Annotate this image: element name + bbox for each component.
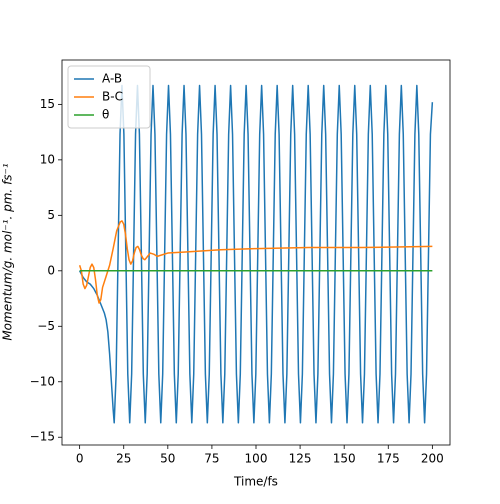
y-tick-label: 5 xyxy=(47,208,55,222)
axes-frame xyxy=(61,59,451,446)
series-line xyxy=(78,84,434,424)
y-tick-label: 0 xyxy=(47,263,55,277)
x-tick-label: 175 xyxy=(377,452,400,466)
y-tick-label: −5 xyxy=(37,319,55,333)
x-tick-label: 75 xyxy=(204,452,219,466)
y-tick-label: 15 xyxy=(40,97,55,111)
x-tick-label: 25 xyxy=(116,452,131,466)
legend-label: θ xyxy=(102,108,109,122)
y-tick-label: −10 xyxy=(30,374,55,388)
x-tick-label: 125 xyxy=(289,452,312,466)
x-axis-label: Time/fs xyxy=(233,475,278,489)
y-tick-label: −15 xyxy=(30,430,55,444)
series-line xyxy=(78,220,433,304)
x-tick-label: 150 xyxy=(333,452,356,466)
y-axis-label: Momentum/g. mol⁻¹. pm. fs⁻¹ xyxy=(1,163,15,341)
x-tick-label: 50 xyxy=(160,452,175,466)
x-tick-label: 0 xyxy=(76,452,84,466)
legend-box xyxy=(67,65,151,129)
x-tick-label: 100 xyxy=(245,452,268,466)
x-tick-label: 200 xyxy=(421,452,444,466)
legend-label: B-C xyxy=(102,90,123,104)
legend-label: A-B xyxy=(102,72,122,86)
y-tick-label: 10 xyxy=(40,152,55,166)
